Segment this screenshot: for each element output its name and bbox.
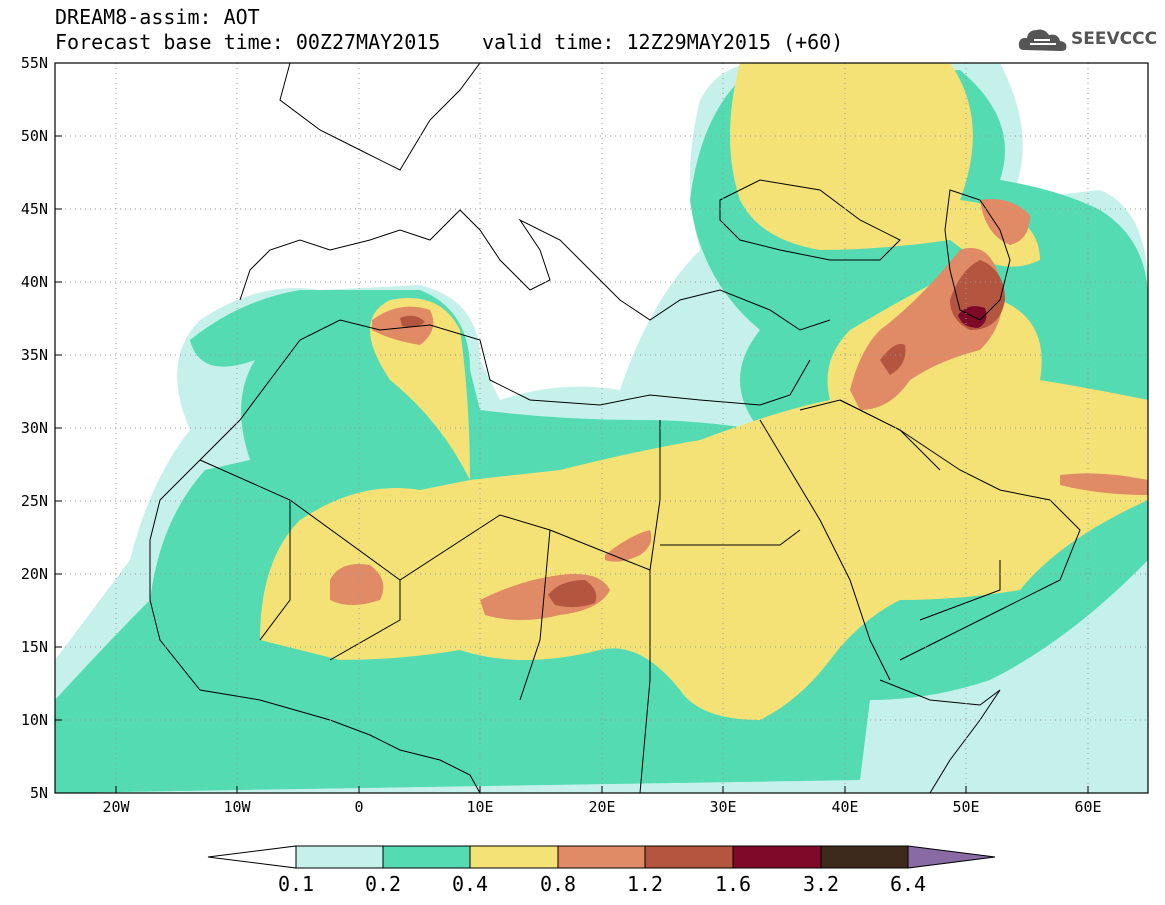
tick-marks: [55, 62, 1089, 793]
gridlines: [55, 63, 1148, 793]
lat-label: 30N: [20, 419, 48, 437]
lat-label: 5N: [29, 784, 48, 802]
border-sahara-1: [199, 420, 661, 581]
coastline-europe: [239, 209, 831, 331]
lon-label: 20E: [588, 798, 616, 816]
border-sahara-6: [639, 570, 651, 793]
coastlines: [149, 63, 1081, 793]
border-sahara-2: [259, 500, 291, 641]
coastline-horn: [879, 679, 1001, 793]
colorbar-label: 0.2: [364, 872, 402, 896]
border-mideast-1: [839, 399, 941, 471]
colorbar: [207, 845, 996, 869]
aot-1.2-region: [548, 580, 597, 608]
aot-0.4-region-north: [730, 63, 1040, 267]
coastline-red-sea: [759, 419, 891, 681]
coastline-caspian: [944, 189, 1011, 321]
lon-label: 50E: [952, 798, 980, 816]
border-sahara-3: [329, 580, 401, 661]
logo-text: SEEVCCC: [1071, 29, 1158, 49]
aot-1.2-region: [880, 344, 906, 375]
border-sahara-4: [519, 529, 551, 701]
colorbar-bin-0.2: [382, 845, 471, 869]
colorbar-bin-0.4: [469, 845, 559, 869]
aot-1.2-region: [400, 315, 425, 328]
aot-0.4-region: [260, 273, 1148, 720]
lon-label: 40E: [831, 798, 859, 816]
colorbar-bin-3.2: [820, 845, 909, 869]
colorbar-label: 3.2: [802, 872, 840, 896]
coastline-africa-north: [149, 319, 811, 541]
aot-0.8-region: [980, 199, 1030, 245]
lat-label: 35N: [20, 346, 48, 364]
lon-label: 30E: [709, 798, 737, 816]
lat-label: 40N: [20, 273, 48, 291]
aot-1.6-region: [958, 306, 987, 328]
coastline-north: [279, 63, 481, 171]
colorbar-low-triangle: [207, 845, 297, 869]
border-mideast-2: [919, 560, 1001, 621]
lat-label: 20N: [20, 565, 48, 583]
lat-label: 45N: [20, 200, 48, 218]
lon-label: 60E: [1074, 798, 1102, 816]
lon-label: 10W: [223, 798, 251, 816]
lon-label: 0: [354, 798, 364, 816]
colorbar-high-triangle: [907, 845, 996, 869]
colorbar-label: 1.2: [626, 872, 664, 896]
lon-label: 10E: [466, 798, 494, 816]
colorbar-label: 6.4: [889, 872, 927, 896]
cloud-logo-icon: [1018, 29, 1067, 51]
lon-label: 20W: [102, 798, 130, 816]
aot-0.8-region: [605, 530, 652, 562]
lat-label: 25N: [20, 492, 48, 510]
colorbar-bin-0.1: [295, 845, 384, 869]
aot-0.8-region: [330, 564, 384, 605]
aot-0.8-region: [1060, 473, 1148, 495]
lat-label: 55N: [20, 54, 48, 72]
colorbar-bin-1.6: [732, 845, 822, 869]
colorbar-label: 0.1: [277, 872, 315, 896]
title-line1: DREAM8-assim: AOT: [55, 5, 260, 29]
lat-label: 10N: [20, 711, 48, 729]
valid-time: valid time: 12Z29MAY2015 (+60): [482, 30, 844, 54]
colorbar-label: 1.6: [714, 872, 752, 896]
colorbar-label: 0.8: [539, 872, 577, 896]
lat-label: 15N: [20, 638, 48, 656]
coastline-black-sea: [719, 179, 901, 261]
colorbar-bin-1.2: [644, 845, 734, 869]
title-line2: Forecast base time: 00Z27MAY2015: [55, 30, 441, 54]
border-sahara-5: [660, 529, 801, 546]
colorbar-label: 0.4: [451, 872, 489, 896]
colorbar-bin-0.8: [557, 845, 646, 869]
lat-label: 50N: [20, 127, 48, 145]
